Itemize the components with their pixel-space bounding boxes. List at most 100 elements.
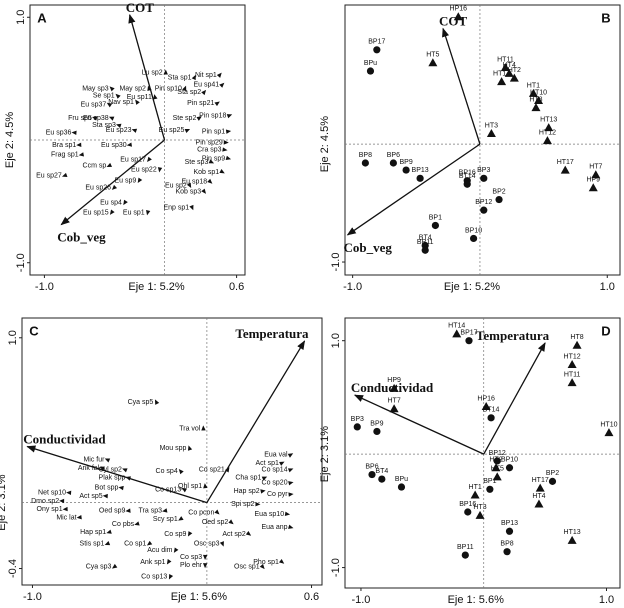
point-label: Cha sp1 [235,475,261,482]
point [157,167,163,173]
point [287,453,294,458]
point [201,188,206,194]
y-axis-label: Eje 2: 3.1% [0,474,8,530]
point-label: Ccm sp [83,163,107,170]
point-label: Eu sp25 [159,127,185,134]
point-label: Eu sp4 [100,199,122,206]
point [76,142,82,147]
point-label: Eu sp41 [193,82,219,89]
point-label: Mic fur [83,457,105,464]
point-label: Eu sp2 [165,182,187,189]
point-label: Co sp21 [199,466,225,473]
point [492,472,502,481]
point-label: Bra sp1 [52,142,76,149]
point-label: HT11 [564,372,581,379]
point-label: Nav sp1 [108,99,134,106]
point-label: BP13 [501,520,518,527]
point-label: BP6 [387,152,400,159]
point-label: Kob sp3 [175,188,201,195]
point [493,457,501,465]
point-label: Mou spp [160,445,187,452]
point-label: HT2 [489,457,502,464]
point [106,162,113,168]
x-tick-label: -1.0 [23,591,42,603]
point [146,209,151,216]
y-axis-label: Eje 2: 3.1% [319,426,331,482]
point [503,548,511,556]
point-label: Nit sp1 [195,72,217,79]
point-label: Mic lat [56,514,76,521]
point-label: BP8 [359,152,372,159]
point-label: HP16 [450,6,468,13]
point [111,184,118,190]
point [528,88,538,97]
y-tick-label: -0.4 [7,559,19,578]
point [76,515,82,520]
point [178,516,184,521]
point [463,180,471,188]
point [123,199,128,206]
point-label: BPu [395,476,408,483]
point [104,458,111,463]
point [397,483,406,491]
point-label: HT11 [497,56,514,63]
point [287,468,294,473]
point [106,529,112,534]
point [163,69,168,75]
point-label: Stis sp1 [80,541,105,548]
point [225,155,232,160]
point [181,487,188,493]
point [469,234,478,243]
point [259,563,265,570]
point-label: BP3 [477,167,490,174]
point-label: Fru sp5 [68,115,92,122]
point [115,93,121,99]
point [495,195,503,204]
x-tick-label: 0.6 [304,591,319,603]
point [146,540,153,546]
point-label: BT14 [459,173,476,180]
point [122,468,128,473]
point-label: Act sp2 [222,531,245,538]
point [125,508,131,513]
point [591,170,601,179]
point [222,147,228,152]
point-label: HT2 [508,67,521,74]
point [92,116,98,121]
point-label: BP2 [546,470,559,477]
point [560,165,570,174]
plot-frame [344,317,621,589]
arrow-label: Cob_veg [57,230,106,245]
point-label: Eua sp10 [255,511,285,518]
point [535,483,545,492]
point [378,475,386,483]
point [59,498,65,504]
point [187,445,193,451]
point-label: HP9 [586,177,600,184]
point [567,535,577,544]
point [288,481,294,486]
point-label: Pin sp18 [199,112,226,119]
point-label: BPu [364,60,377,67]
point [486,485,494,493]
x-tick-label: 1.0 [599,594,614,606]
loading-arrow [128,13,166,141]
point-label: BP13 [412,167,429,174]
point [102,493,108,499]
point [604,428,614,437]
point [373,427,381,436]
x-axis-label: Eje 1: 5.2% [444,281,500,293]
point-label: Co pbs [112,521,135,528]
point [548,477,557,485]
point-label: BP9 [370,420,383,427]
point-label: HT7 [387,398,400,405]
point-label: BP3 [351,416,364,423]
point [108,116,115,121]
y-axis-label: Eje 2: 4.5% [319,116,331,172]
point [389,383,399,392]
point [470,490,480,499]
y-tick-label: 1.0 [7,330,19,345]
x-axis-label: Eje 1: 5.2% [128,281,184,293]
loading-arrow [442,27,481,145]
point-label: Eu sp11 [127,94,152,101]
